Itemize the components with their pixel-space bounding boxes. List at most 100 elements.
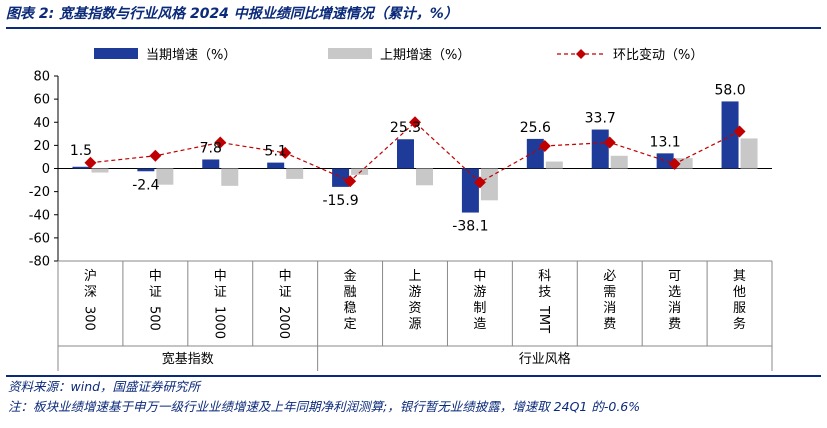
source-note: 资料来源：wind，国盛证券研究所 (8, 379, 201, 394)
category-label-text: 费 (603, 317, 616, 332)
marker-qoq (409, 116, 421, 129)
bar-current (397, 139, 414, 169)
bar-previous (286, 168, 304, 179)
bar-previous (545, 161, 563, 169)
category-label-text: 稳 (344, 300, 357, 316)
data-label: 5.1 (265, 144, 287, 160)
category-label: 科技 TMT (536, 269, 552, 333)
category-label-text: 深 (84, 285, 97, 300)
marker-qoq (149, 149, 162, 162)
category-label-text: 证 (279, 285, 292, 300)
legend-swatch-previous (328, 48, 372, 59)
bar-current (461, 168, 479, 213)
marker-qoq (733, 125, 746, 138)
category-label-text: 必 (603, 269, 616, 284)
category-label-text: 沪 (84, 268, 97, 284)
category-label-text: 中 (473, 269, 486, 284)
y-tick-label: 0 (42, 162, 50, 177)
category-label-text: 费 (668, 317, 681, 332)
bar-current (72, 166, 90, 169)
legend-marker-qoq (576, 49, 586, 59)
y-tick-label: 40 (33, 116, 50, 131)
legend-label-current: 当期增速（%） (146, 48, 236, 63)
category-label-text: 中 (279, 269, 292, 284)
category-label-text: 中 (214, 269, 227, 284)
bar-previous (416, 168, 433, 186)
footer-rule (6, 375, 821, 377)
legend-swatch-current (94, 48, 138, 59)
bar-current (526, 138, 544, 169)
category-label-text: 融 (344, 285, 357, 300)
category-label-text: 1000 (211, 306, 226, 339)
bar-current (721, 101, 739, 169)
category-label-text: 消 (668, 301, 681, 316)
category-label-text: 300 (81, 306, 96, 331)
bar-current (591, 129, 609, 169)
category-label-text: 务 (733, 316, 746, 332)
bar-current (267, 162, 285, 169)
bar-previous (610, 155, 628, 169)
category-label-text: 证 (214, 285, 227, 300)
bar-previous (675, 158, 693, 169)
data-label: -2.4 (132, 177, 159, 193)
category-label-text: 源 (408, 317, 421, 332)
marker-qoq (84, 156, 97, 169)
bar-previous (480, 168, 498, 201)
category-label-text: 中 (149, 269, 162, 284)
category-label-text: 资 (408, 301, 421, 316)
y-tick-label: 20 (33, 139, 50, 154)
category-label-text: 造 (473, 317, 486, 332)
y-tick-label: -20 (29, 185, 50, 200)
data-label: 25.3 (390, 120, 421, 136)
category-label-text: 需 (603, 285, 616, 300)
data-label: -38.1 (452, 219, 488, 235)
data-label: 7.8 (200, 140, 222, 156)
legend-label-qoq: 环比变动（%） (613, 47, 703, 63)
category-label-text: 制 (473, 301, 486, 316)
marker-qoq (279, 146, 292, 159)
bar-previous (740, 138, 758, 169)
category-label-text: 定 (344, 317, 357, 332)
bar-current (656, 153, 674, 169)
category-label-text: 他 (733, 285, 746, 300)
footnote: 注：板块业绩增速基于申万一级行业业绩增速及上年同期净利润测算;，银行暂无业绩披露… (8, 399, 641, 414)
data-label: 33.7 (585, 111, 616, 127)
title-rule (6, 27, 821, 29)
group-label: 宽基指数 (162, 351, 214, 367)
marker-qoq (344, 175, 357, 188)
marker-qoq (473, 176, 486, 189)
marker-qoq (538, 139, 551, 152)
y-tick-label: 80 (33, 70, 50, 85)
bar-previous (351, 168, 369, 175)
y-tick-label: -80 (29, 255, 50, 270)
category-label-text: 选 (668, 285, 681, 300)
category-label: 沪深 300 (81, 268, 97, 331)
data-label: -15.9 (322, 193, 358, 209)
category-label-text: 游 (473, 285, 486, 300)
y-tick-label: -40 (29, 208, 50, 223)
category-label-text: 其 (733, 269, 746, 284)
bar-current (137, 168, 155, 172)
category-label-text: TMT (536, 305, 551, 333)
data-label: 58.0 (714, 82, 745, 98)
figure-title: 图表 2: 宽基指数与行业风格 2024 中报业绩同比增速情况（累计，%） (6, 6, 458, 22)
legend-label-previous: 上期增速（%） (380, 48, 470, 63)
category-label-text: 消 (603, 301, 616, 316)
category-label: 中证 1000 (211, 269, 227, 339)
marker-qoq (668, 157, 681, 170)
category-label-text: 500 (146, 306, 161, 331)
y-tick-label: 60 (33, 93, 50, 108)
marker-qoq (603, 136, 616, 149)
bar-previous (91, 168, 109, 173)
category-label-text: 金 (344, 268, 357, 284)
category-label: 中证 500 (146, 269, 162, 331)
bar-previous (156, 168, 174, 185)
category-label-text: 2000 (276, 306, 291, 339)
marker-qoq (214, 136, 227, 149)
category-label-text: 可 (668, 269, 681, 284)
data-label: 25.6 (520, 120, 551, 136)
